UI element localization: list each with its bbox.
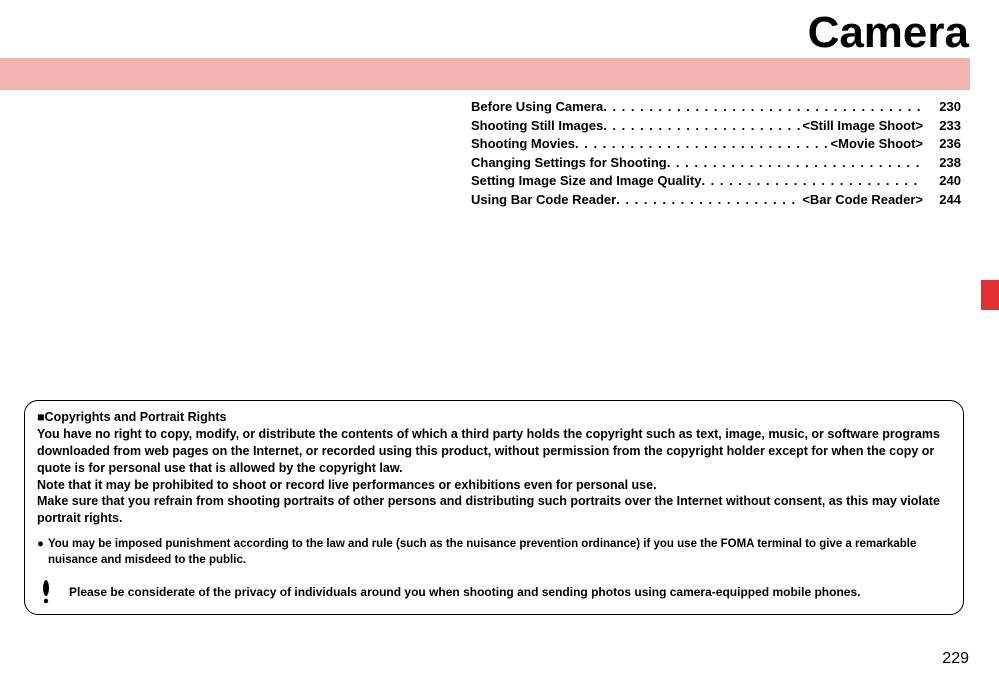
toc-label: Shooting Movies — [471, 135, 575, 153]
side-tab — [981, 280, 999, 310]
toc-row: Setting Image Size and Image Quality . .… — [471, 172, 961, 190]
toc-row: Shooting Movies . . . . . . . . . . . . … — [471, 135, 961, 153]
header-accent-bar — [0, 58, 970, 90]
bullet-icon: ● — [37, 537, 44, 568]
notice-body: You have no right to copy, modify, or di… — [37, 426, 951, 527]
toc-tag: <Bar Code Reader> — [802, 191, 923, 209]
notice-bullet-text: You may be imposed punishment according … — [48, 537, 951, 568]
toc-page: 244 — [923, 191, 961, 209]
toc-dots: . . . . . . . . . . . . . . . . . . . . … — [616, 191, 800, 209]
toc-label: Using Bar Code Reader — [471, 191, 616, 209]
notice-bullet: ● You may be imposed punishment accordin… — [37, 537, 951, 568]
toc-label: Setting Image Size and Image Quality — [471, 172, 701, 190]
table-of-contents: Before Using Camera . . . . . . . . . . … — [471, 98, 961, 209]
toc-dots: . . . . . . . . . . . . . . . . . . . . … — [667, 154, 921, 172]
toc-page: 233 — [923, 117, 961, 135]
privacy-text: Please be considerate of the privacy of … — [69, 584, 860, 600]
toc-page: 240 — [923, 172, 961, 190]
toc-dots: . . . . . . . . . . . . . . . . . . . . … — [701, 172, 921, 190]
exclamation-icon — [37, 580, 55, 604]
notice-heading: ■Copyrights and Portrait Rights — [37, 409, 951, 426]
toc-row: Shooting Still Images . . . . . . . . . … — [471, 117, 961, 135]
toc-tag: <Still Image Shoot> — [802, 117, 923, 135]
page-number: 229 — [942, 650, 969, 668]
toc-row: Before Using Camera . . . . . . . . . . … — [471, 98, 961, 116]
toc-dots: . . . . . . . . . . . . . . . . . . . . … — [575, 135, 829, 153]
toc-row: Using Bar Code Reader . . . . . . . . . … — [471, 191, 961, 209]
toc-label: Shooting Still Images — [471, 117, 603, 135]
copyright-notice-box: ■Copyrights and Portrait Rights You have… — [24, 400, 964, 615]
toc-row: Changing Settings for Shooting . . . . .… — [471, 154, 961, 172]
page-title: Camera — [808, 8, 969, 58]
toc-label: Before Using Camera — [471, 98, 603, 116]
toc-tag: <Movie Shoot> — [831, 135, 923, 153]
toc-label: Changing Settings for Shooting — [471, 154, 667, 172]
toc-dots: . . . . . . . . . . . . . . . . . . . . … — [603, 117, 800, 135]
toc-page: 238 — [923, 154, 961, 172]
title-area: Camera — [808, 0, 969, 58]
toc-page: 230 — [923, 98, 961, 116]
toc-page: 236 — [923, 135, 961, 153]
privacy-row: Please be considerate of the privacy of … — [37, 580, 951, 604]
toc-dots: . . . . . . . . . . . . . . . . . . . . … — [603, 98, 921, 116]
